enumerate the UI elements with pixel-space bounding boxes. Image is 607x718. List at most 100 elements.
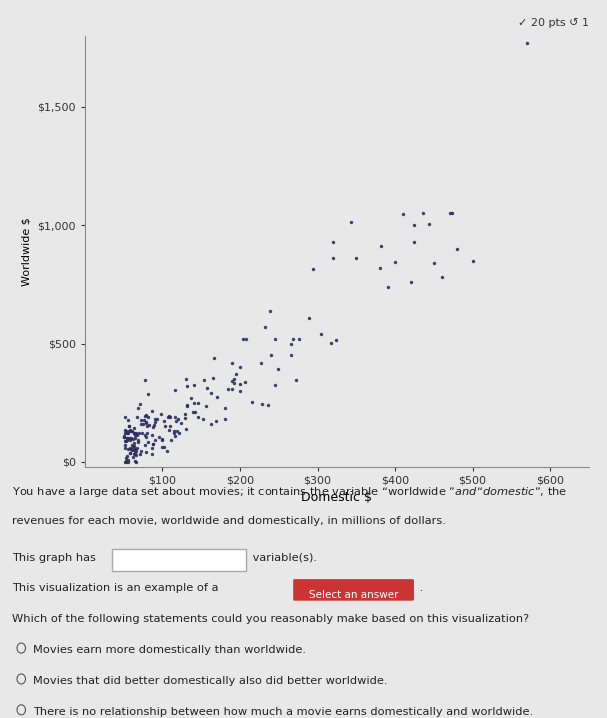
Point (193, 398, 203, 409)
Point (174, 427, 184, 439)
Point (390, 256, 400, 267)
Point (143, 411, 153, 422)
Point (351, 253, 361, 264)
Point (127, 444, 137, 456)
Point (429, 257, 439, 269)
Point (206, 387, 215, 398)
Text: You have a large data set about movies; it contains the variable “worldwide $” a: You have a large data set about movies; … (12, 485, 568, 498)
Point (172, 426, 181, 437)
Point (124, 414, 134, 426)
Point (131, 427, 141, 439)
Point (121, 426, 131, 438)
Point (286, 338, 296, 350)
Point (164, 410, 174, 421)
Text: .: . (416, 584, 423, 594)
Point (257, 398, 267, 409)
Point (123, 456, 132, 467)
Point (119, 432, 129, 443)
Point (129, 440, 139, 452)
Point (160, 442, 169, 453)
Point (131, 428, 141, 439)
Text: Movies that did better domestically also did better worldwide.: Movies that did better domestically also… (33, 676, 388, 686)
Point (130, 430, 140, 442)
Point (291, 375, 300, 386)
Point (467, 255, 477, 266)
Point (147, 449, 157, 460)
Point (202, 382, 211, 393)
Point (181, 423, 191, 434)
Point (123, 454, 132, 466)
Point (286, 350, 296, 361)
Point (143, 437, 152, 448)
Point (140, 374, 150, 386)
Point (131, 456, 140, 467)
Point (148, 438, 158, 449)
Point (129, 444, 139, 456)
Text: Movies earn more domestically than worldwide.: Movies earn more domestically than world… (33, 645, 307, 656)
Point (141, 410, 151, 421)
Point (126, 443, 136, 454)
Point (201, 400, 211, 411)
Point (229, 378, 239, 389)
Point (147, 442, 157, 454)
Point (346, 216, 356, 228)
Point (263, 399, 273, 411)
Point (120, 442, 129, 454)
Point (132, 442, 141, 453)
Point (143, 388, 153, 400)
Point (120, 427, 130, 439)
Point (122, 432, 132, 444)
Text: ✓ 20 pts ↺ 1: ✓ 20 pts ↺ 1 (518, 18, 589, 28)
Point (134, 427, 144, 439)
Point (328, 253, 338, 264)
Point (183, 400, 192, 411)
Point (123, 432, 132, 444)
Point (157, 409, 166, 420)
Point (170, 430, 180, 442)
Point (133, 429, 143, 441)
Point (135, 398, 145, 409)
Point (135, 448, 145, 460)
Point (137, 427, 146, 439)
Point (136, 419, 146, 430)
Point (331, 335, 341, 346)
Point (164, 424, 174, 435)
Point (125, 432, 135, 444)
Point (200, 375, 209, 386)
Point (270, 333, 279, 345)
Point (228, 383, 237, 394)
Point (235, 378, 245, 390)
Point (120, 424, 129, 436)
Point (398, 209, 408, 220)
Point (136, 414, 146, 426)
Point (186, 392, 196, 404)
Point (151, 416, 160, 428)
Point (163, 411, 173, 422)
Point (126, 447, 135, 459)
Point (134, 434, 143, 446)
Point (133, 437, 143, 448)
Point (165, 411, 175, 423)
Point (140, 411, 150, 422)
Point (121, 455, 131, 467)
Point (238, 333, 248, 345)
Point (144, 419, 154, 431)
Point (128, 451, 138, 462)
Point (127, 433, 137, 444)
Text: variable(s).: variable(s). (249, 553, 317, 563)
Point (129, 437, 139, 449)
Point (235, 361, 245, 373)
Point (174, 414, 183, 425)
Point (125, 443, 135, 454)
Point (446, 208, 455, 219)
Point (126, 432, 135, 444)
Point (169, 426, 179, 437)
X-axis label: Domestic $: Domestic $ (302, 491, 372, 504)
Point (128, 442, 138, 453)
Point (131, 449, 141, 461)
Point (140, 439, 150, 450)
Point (209, 352, 219, 363)
Point (265, 305, 275, 317)
Text: This graph has: This graph has (12, 553, 100, 563)
Point (208, 373, 217, 384)
